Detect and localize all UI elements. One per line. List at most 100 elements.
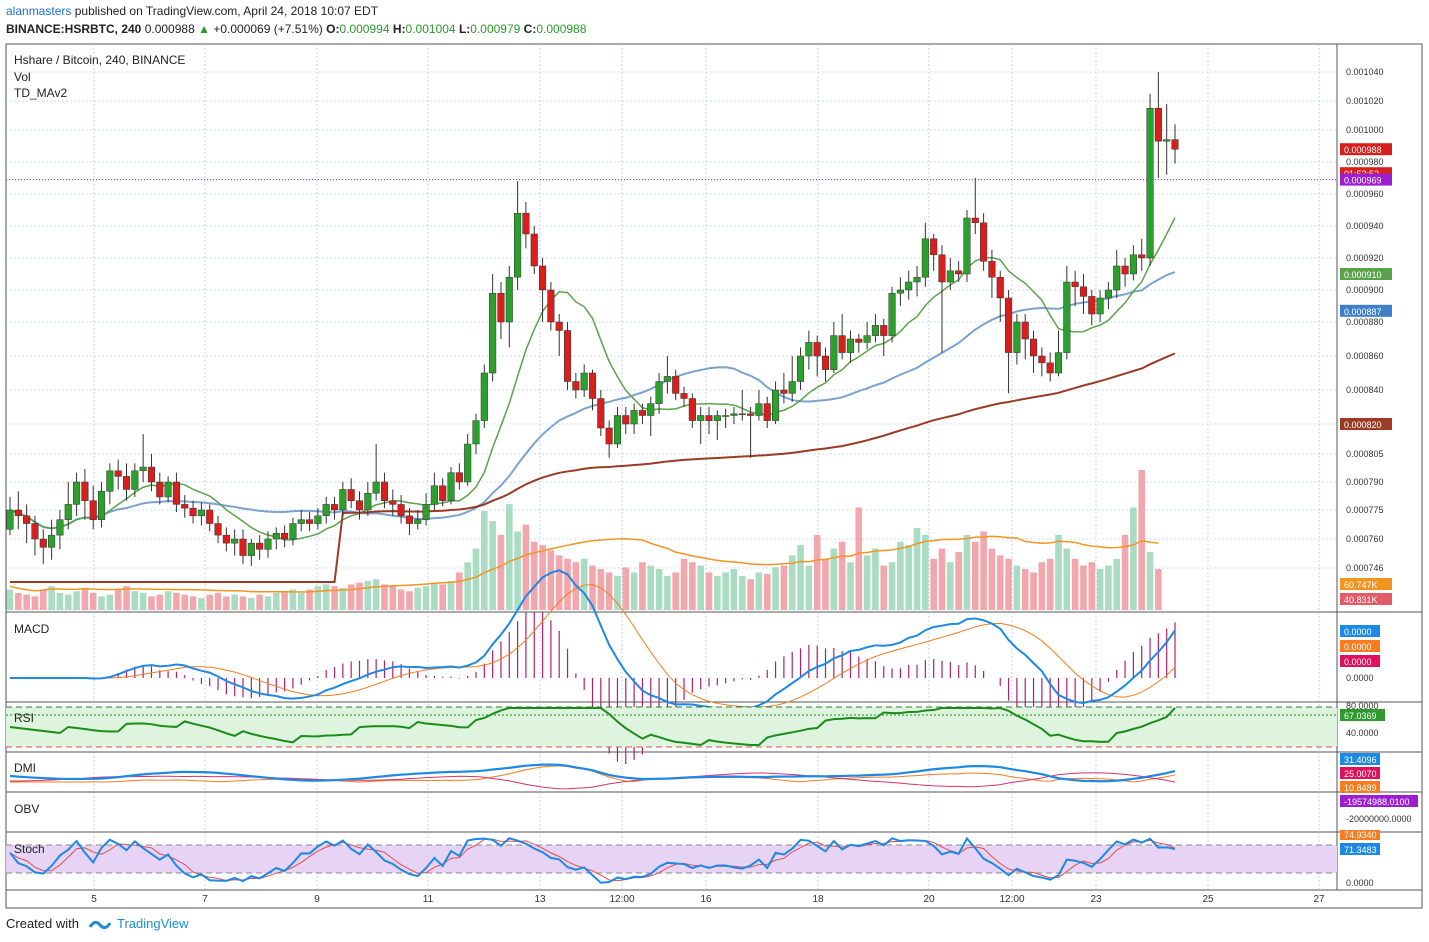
volume-bar [306,589,313,610]
volume-bar [131,591,139,610]
volume-bar [738,575,746,610]
candle-up [788,381,796,394]
volume-bar [372,579,380,610]
candle-up [863,335,871,343]
price-axis-label: 0.001040 [1346,67,1384,77]
candle-down [1005,297,1013,353]
candle-up [264,538,272,550]
tradingview-brand-link[interactable]: TradingView [117,916,189,931]
dmi-value: 25.0070 [1344,769,1377,779]
volume-bar [281,591,288,610]
candle-down [14,509,22,517]
price-axis-label: 0.000880 [1346,317,1384,327]
volume-bar [996,555,1004,610]
volume-bar [988,548,996,610]
open-label: O: [326,22,340,36]
dmi-badge [1340,753,1380,765]
candle-up [106,470,114,492]
candle-down [89,500,97,520]
candle-down [1029,338,1038,357]
legend-item: Vol [14,70,31,84]
candle-up [164,481,172,498]
pane-title-stoch: Stoch [14,842,45,856]
volume-bar [655,569,663,610]
price-axis-label: 0.001000 [1346,125,1384,135]
rsi-value: 67.0369 [1344,711,1377,721]
volume-bar [456,572,463,610]
volume-bar [922,534,929,610]
volume-bar [980,531,987,610]
candle-down [821,355,830,370]
volume-bar [897,541,904,610]
volume-bar [89,592,97,610]
volume-bar [705,572,713,610]
price-badge [1340,304,1392,317]
volume-bar [223,596,230,610]
author-link[interactable]: alanmasters [6,4,72,18]
candle-up [480,372,488,421]
volume-bar [938,548,946,610]
volume-bar [547,550,555,610]
volume-bar [15,592,22,610]
price-axis-label: 0.000775 [1346,505,1384,515]
volume-bar [447,580,455,610]
volume-bar [847,562,854,610]
volume-badge [1340,578,1392,590]
candle-up [1163,139,1171,142]
candle-up [613,415,622,445]
volume-bar [622,567,630,610]
volume-bar [231,594,238,610]
volume-bar [1121,534,1129,610]
volume-bar [439,584,447,610]
candle-down [380,481,389,501]
candle-down [680,393,688,399]
volume-bar [389,586,397,610]
volume-bar [214,592,222,610]
volume-bar [522,524,530,610]
pane-title-obv: OBV [14,802,39,816]
x-tick-label: 27 [1313,894,1325,905]
candle-down [239,538,247,556]
dmi-badge [1340,767,1380,779]
candle-down [780,389,788,394]
volume-bar [156,594,164,610]
candle-up [447,472,455,501]
volume-bar [339,587,347,610]
candle-up [921,238,929,278]
volume-bar [123,586,130,610]
price-axis-label: 0.000920 [1346,253,1384,263]
symbol-info-line: BINANCE:HSRBTC, 240 0.000988 ▲ +0.000069… [6,22,586,36]
volume-bar [855,507,863,610]
price-axis-label: 0.000900 [1346,285,1384,295]
candle-up [289,523,297,540]
macd-badge-label: 0.0000 [1344,627,1372,637]
candle-down [39,538,47,548]
rsi-lower-label: 40.0000 [1346,728,1379,738]
candle-up [297,519,305,524]
volume-bar [297,592,305,610]
candle-down [605,427,613,445]
candle-up [846,338,855,353]
rsi-upper-label: 80.0000 [1346,701,1379,711]
tradingview-logo-icon [88,920,111,929]
candle-down [547,289,555,323]
volume-bar [797,545,804,610]
candle-up [722,415,730,417]
volume-bar [198,598,205,610]
volume-bar [564,558,571,610]
volume-bar [589,565,596,610]
volume-bar [322,584,330,610]
volume-bar [963,534,971,610]
candle-down [455,472,463,483]
volume-bar [689,562,696,610]
candle-up [414,519,422,524]
volume-bar [747,579,754,610]
candle-up [730,413,738,416]
candle-up [472,420,480,445]
macd-badge-label: 0.0000 [1344,642,1372,652]
close-value: 0.000988 [536,22,587,36]
candle-up [913,276,921,283]
price-badge-label: 0.000969 [1344,176,1382,186]
candle-up [755,403,763,416]
